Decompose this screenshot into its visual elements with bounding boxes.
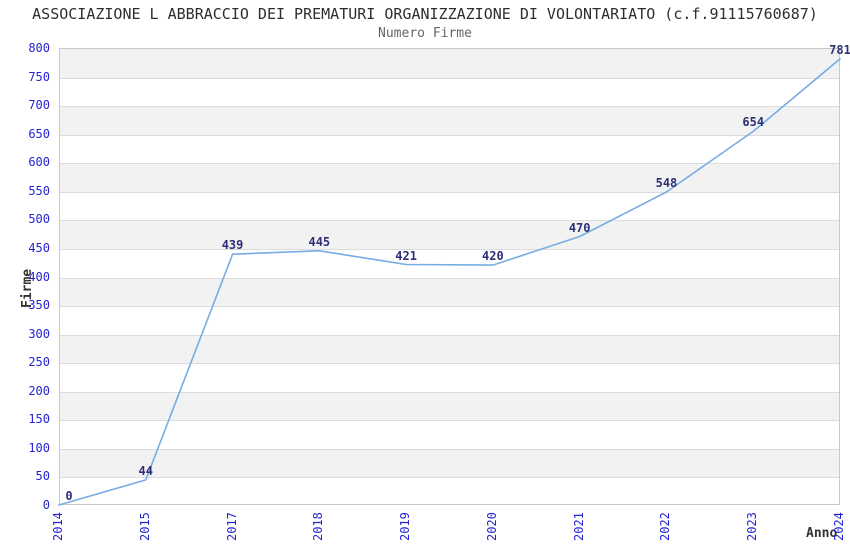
plot-area [59, 48, 840, 505]
gridline [60, 448, 839, 450]
y-tick-label: 250 [28, 355, 50, 370]
data-point-label: 654 [742, 115, 765, 130]
y-tick-label: 450 [28, 240, 50, 255]
grid-band [60, 334, 839, 364]
y-tick-label: 200 [28, 383, 50, 398]
gridline [60, 334, 839, 336]
gridline [60, 134, 839, 136]
y-tick-label: 700 [28, 98, 50, 113]
y-tick-label: 0 [42, 498, 50, 512]
data-point-label: 548 [655, 175, 678, 190]
grid-band [60, 163, 839, 192]
data-point-label: 470 [568, 220, 591, 235]
data-point-label: 0 [65, 489, 73, 503]
gridline [60, 248, 839, 250]
y-tick-label: 750 [28, 69, 50, 84]
x-axis-title: Anno [806, 526, 838, 541]
y-tick-label: 150 [28, 412, 50, 427]
x-tick-label: 2023 [745, 512, 760, 541]
gridline [60, 163, 839, 165]
y-tick-label: 550 [28, 183, 50, 198]
grid-band [60, 391, 839, 421]
x-tick-label: 2021 [571, 512, 586, 541]
grid-band [60, 49, 839, 78]
x-tick-label: 2022 [658, 512, 673, 541]
data-point-label: 421 [395, 248, 417, 263]
grid-band [60, 106, 839, 135]
x-tick-label: 2018 [311, 512, 326, 541]
x-tick-label: 2017 [224, 512, 239, 541]
gridline [60, 306, 839, 308]
y-tick-label: 500 [28, 212, 50, 227]
x-tick-label: 2019 [398, 512, 413, 541]
gridline [60, 220, 839, 222]
gridline [60, 363, 839, 365]
gridline [60, 277, 839, 279]
y-tick-label: 650 [28, 126, 50, 141]
data-point-label: 439 [221, 238, 244, 253]
gridline [60, 106, 839, 108]
data-point-label: 445 [308, 234, 331, 249]
series-svg [58, 58, 841, 506]
gridline [60, 77, 839, 79]
gridline [60, 420, 839, 422]
chart-title: ASSOCIAZIONE L ABBRACCIO DEI PREMATURI O… [32, 5, 818, 23]
y-tick-label: 400 [28, 269, 50, 284]
y-tick-label: 300 [28, 326, 50, 341]
grid-band [60, 277, 839, 307]
y-tick-label: 100 [28, 440, 50, 455]
data-point-label: 420 [482, 249, 504, 264]
x-tick-label: 2024 [832, 512, 846, 541]
grid-band [60, 448, 839, 478]
x-tick-label: 2020 [484, 512, 499, 541]
y-tick-label: 800 [28, 41, 50, 55]
y-tick-label: 600 [28, 155, 50, 170]
gridline [60, 477, 839, 479]
y-tick-label: 50 [35, 469, 50, 484]
data-point-label: 781 [829, 42, 850, 57]
chart-subtitle: Numero Firme [378, 26, 472, 41]
series-line [58, 58, 841, 506]
x-tick-label: 2015 [137, 512, 152, 541]
grid-band [60, 220, 839, 249]
y-tick-label: 350 [28, 298, 50, 313]
data-point-label: 44 [138, 463, 153, 478]
gridline [60, 191, 839, 193]
gridline [60, 391, 839, 393]
x-tick-label: 2014 [51, 512, 65, 541]
